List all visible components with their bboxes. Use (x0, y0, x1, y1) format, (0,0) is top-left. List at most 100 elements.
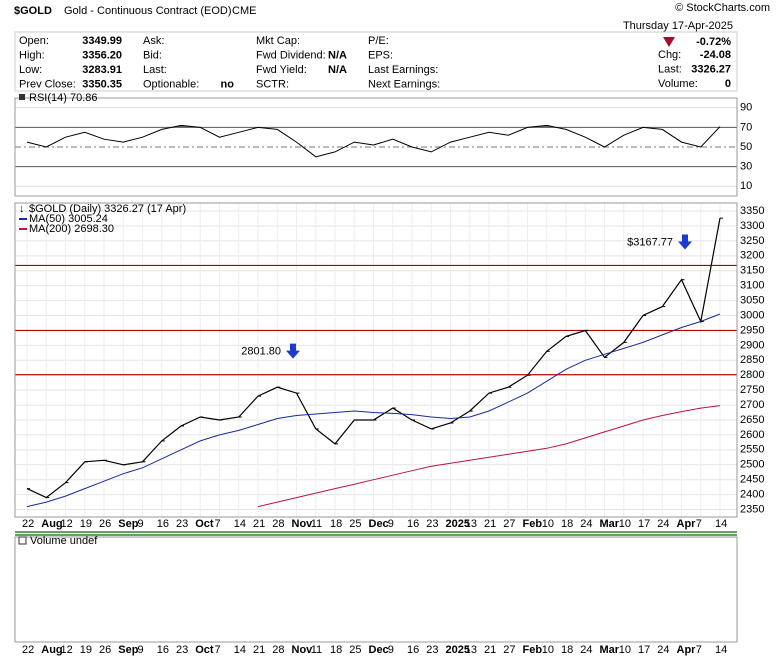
x-tick-label: 25 (349, 518, 361, 530)
exchange: CME (232, 5, 256, 17)
x-tick-label: Nov (292, 518, 314, 530)
x-tick-label: Apr (677, 518, 697, 530)
price-tick-label: 2800 (740, 369, 764, 381)
price-tick-label: 3150 (740, 265, 764, 277)
field-label: Mkt Cap: (256, 35, 300, 47)
x-tick-label: 7 (696, 518, 702, 530)
x-tick-label: 23 (426, 518, 438, 530)
x-tick-label: 12 (61, 518, 73, 530)
x-tick-label: 14 (715, 518, 727, 530)
x-tick-label: Nov (292, 644, 314, 656)
price-tick-label: 2950 (740, 324, 764, 336)
price-tick-label: 3300 (740, 220, 764, 232)
x-tick-label: 19 (80, 518, 92, 530)
price-tick-label: 2500 (740, 459, 764, 471)
field-label: Last Earnings: (368, 64, 438, 76)
field-label: Open: (19, 35, 49, 47)
price-tick-label: 3050 (740, 295, 764, 307)
field-label: Last: (658, 63, 682, 75)
annotation-arrow (678, 234, 692, 250)
legend-swatch (19, 94, 25, 100)
x-tick-label: 18 (561, 518, 573, 530)
field-label: Prev Close: (19, 78, 76, 90)
field-label: P/E: (368, 35, 389, 47)
rsi-tick-label: 70 (740, 121, 752, 133)
x-tick-label: 9 (388, 518, 394, 530)
x-tick-label: 7 (215, 518, 221, 530)
x-tick-label: 26 (99, 644, 111, 656)
price-tick-label: 2850 (740, 354, 764, 366)
x-tick-label: 7 (215, 644, 221, 656)
price-tick-label: 2900 (740, 339, 764, 351)
rsi-tick-label: 50 (740, 141, 752, 153)
rsi-pane (14, 97, 738, 197)
field-value: 3283.91 (82, 64, 122, 76)
price-tick-label: 2450 (740, 474, 764, 486)
field-value: -24.08 (700, 49, 731, 61)
x-tick-label: 10 (542, 644, 554, 656)
x-tick-label: 27 (503, 644, 515, 656)
field-label: Last: (143, 64, 167, 76)
x-tick-label: Sep (118, 644, 138, 656)
x-tick-label: Sep (118, 518, 138, 530)
field-label: Bid: (143, 49, 162, 61)
x-tick-label: Oct (195, 644, 214, 656)
volume-pane (14, 536, 738, 643)
field-value: 3349.99 (82, 35, 122, 47)
x-tick-label: 24 (580, 518, 592, 530)
moving-average (26, 313, 721, 508)
x-tick-label: Aug (41, 644, 62, 656)
field-value: 3326.27 (691, 63, 731, 75)
header-box (14, 31, 738, 92)
rsi-tick-label: 90 (740, 102, 752, 114)
field-label: SCTR: (256, 78, 289, 90)
x-tick-label: 24 (657, 518, 669, 530)
x-tick-label: 14 (715, 644, 727, 656)
x-tick-label: 17 (638, 644, 650, 656)
x-tick-label: 19 (80, 644, 92, 656)
rsi-legend: RSI(14) 70.86 (29, 92, 97, 104)
x-tick-label: Dec (369, 518, 389, 530)
x-tick-label: 25 (349, 644, 361, 656)
x-tick-label: 27 (503, 518, 515, 530)
down-triangle (663, 37, 675, 47)
field-label: EPS: (368, 49, 393, 61)
field-label: Ask: (143, 35, 164, 47)
volume-legend: Volume undef (30, 535, 98, 547)
x-tick-label: 10 (619, 518, 631, 530)
price-tick-label: 2600 (740, 429, 764, 441)
field-label: Fwd Dividend: (256, 49, 326, 61)
x-tick-label: 9 (138, 644, 144, 656)
price-tick-label: 2550 (740, 444, 764, 456)
x-tick-label: 16 (407, 644, 419, 656)
rsi-tick-label: 30 (740, 161, 752, 173)
x-tick-label: 26 (99, 518, 111, 530)
price-tick-label: 3350 (740, 205, 764, 217)
x-tick-label: 28 (272, 518, 284, 530)
x-tick-label: 18 (330, 518, 342, 530)
field-label: Low: (19, 64, 42, 76)
price-tick-label: 2750 (740, 384, 764, 396)
x-tick-label: 13 (465, 644, 477, 656)
legend-entry: $GOLD (Daily) 3326.27 (17 Apr) (29, 203, 186, 215)
symbol: $GOLD (14, 5, 52, 17)
field-value: no (221, 78, 235, 90)
x-tick-label: 10 (619, 644, 631, 656)
x-tick-label: Mar (600, 518, 620, 530)
x-tick-label: 14 (234, 518, 246, 530)
x-tick-label: 18 (561, 644, 573, 656)
annotation: 2801.80 (241, 346, 281, 358)
x-tick-label: 23 (176, 518, 188, 530)
rsi-line (26, 124, 721, 158)
x-tick-label: 7 (696, 644, 702, 656)
x-tick-label: 21 (253, 644, 265, 656)
field-label: Optionable: (143, 78, 199, 90)
x-tick-label: 14 (234, 644, 246, 656)
moving-average (257, 405, 721, 508)
x-tick-label: 11 (311, 518, 322, 530)
field-label: Fwd Yield: (256, 64, 307, 76)
x-tick-label: 24 (580, 644, 592, 656)
price-tick-label: 2700 (740, 399, 764, 411)
field-value: 3356.20 (82, 49, 122, 61)
x-tick-label: Apr (677, 644, 697, 656)
